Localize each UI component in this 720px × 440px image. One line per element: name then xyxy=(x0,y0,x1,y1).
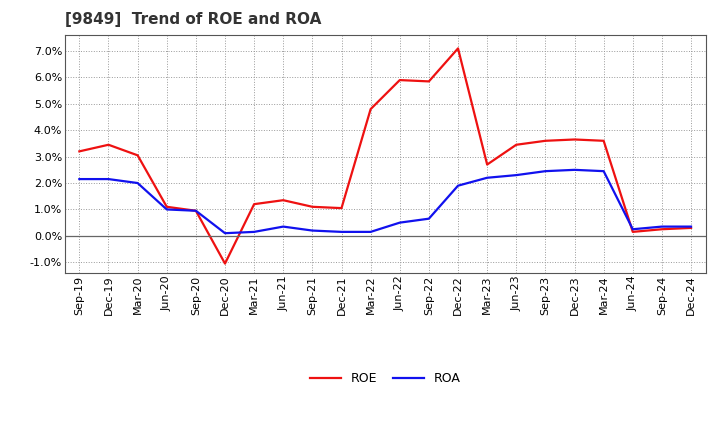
ROA xyxy=(454,183,462,188)
ROE xyxy=(570,137,579,142)
ROA xyxy=(366,229,375,235)
ROA xyxy=(425,216,433,221)
ROE xyxy=(163,204,171,209)
Text: [9849]  Trend of ROE and ROA: [9849] Trend of ROE and ROA xyxy=(65,12,321,27)
ROA xyxy=(395,220,404,225)
ROE xyxy=(308,204,317,209)
ROA xyxy=(163,207,171,212)
ROA xyxy=(629,227,637,232)
ROE xyxy=(629,229,637,235)
ROE xyxy=(483,162,492,167)
ROE xyxy=(687,225,696,231)
Line: ROE: ROE xyxy=(79,48,691,264)
ROE xyxy=(192,208,200,213)
ROA xyxy=(192,208,200,213)
ROA xyxy=(279,224,287,229)
ROA xyxy=(104,176,113,182)
Line: ROA: ROA xyxy=(79,170,691,233)
ROE xyxy=(425,79,433,84)
ROE xyxy=(395,77,404,83)
ROE xyxy=(279,198,287,203)
Legend: ROE, ROA: ROE, ROA xyxy=(305,367,466,390)
ROA xyxy=(133,180,142,186)
ROE xyxy=(454,46,462,51)
ROA xyxy=(220,231,229,236)
ROA xyxy=(570,167,579,172)
ROA xyxy=(657,224,666,229)
ROE xyxy=(337,205,346,211)
ROE xyxy=(133,153,142,158)
ROE xyxy=(220,261,229,266)
ROA xyxy=(250,229,258,235)
ROA xyxy=(308,228,317,233)
ROE xyxy=(657,227,666,232)
ROE xyxy=(599,138,608,143)
ROE xyxy=(250,202,258,207)
ROA xyxy=(599,169,608,174)
ROE xyxy=(366,106,375,112)
ROA xyxy=(483,175,492,180)
ROA xyxy=(687,224,696,229)
ROE xyxy=(512,142,521,147)
ROA xyxy=(75,176,84,182)
ROE xyxy=(75,149,84,154)
ROA xyxy=(512,172,521,178)
ROE xyxy=(541,138,550,143)
ROA xyxy=(541,169,550,174)
ROA xyxy=(337,229,346,235)
ROE xyxy=(104,142,113,147)
